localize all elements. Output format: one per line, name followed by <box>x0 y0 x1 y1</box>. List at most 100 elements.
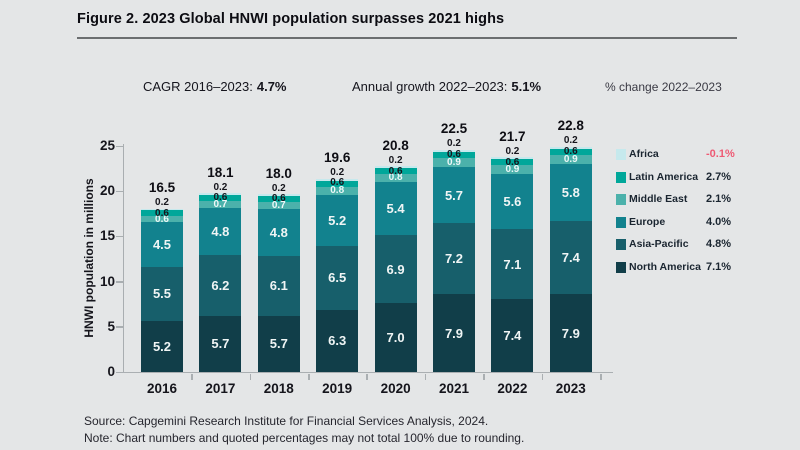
segment-2021-europe: 5.7 <box>433 167 475 224</box>
bar-stack-2018: 0.7 4.8 6.1 5.7 <box>257 193 300 372</box>
segment-2022-africa <box>491 157 534 160</box>
cagr-label: CAGR 2016–2023: <box>143 79 253 94</box>
bar-total-2020: 20.8 <box>382 138 409 154</box>
x-tick-mark <box>191 373 193 380</box>
legend-item-africa: Africa -0.1% <box>616 147 786 162</box>
segment-2018-north-america: 5.7 <box>257 315 300 372</box>
segment-2016-asia-pacific: 5.5 <box>141 266 183 321</box>
plot-area: 0 5 10 15 20 25 0.6 4.5 5.5 5.2 16.5 0.2 0.6 2016 0.7 4… <box>100 118 613 396</box>
cagr-value: 4.7% <box>256 79 287 94</box>
segment-2018-africa <box>257 193 300 196</box>
x-tick-mark <box>308 373 310 380</box>
bar-2019: 0.8 5.2 6.5 6.3 19.6 0.2 0.6 2019 <box>316 144 359 396</box>
source-note: Source: Capgemini Research Institute for… <box>84 414 489 428</box>
bar-2018: 0.7 4.8 6.1 5.7 18.0 0.2 0.6 2018 <box>257 144 300 396</box>
label-africa-2019: 0.2 <box>330 166 345 178</box>
segment-2016-north-america: 5.2 <box>141 320 183 372</box>
y-tick-label-5: 5 <box>107 318 115 334</box>
segment-2023-europe: 5.8 <box>549 164 592 222</box>
segment-2019-africa <box>316 178 359 181</box>
legend-header: % change 2022–2023 <box>605 80 722 94</box>
legend: Africa -0.1% Latin America 2.7% Middle East 2… <box>616 147 786 282</box>
label-africa-2020: 0.2 <box>388 155 403 167</box>
x-axis-label-2020: 2020 <box>380 381 411 396</box>
annual-growth-value: 5.1% <box>511 79 542 94</box>
legend-value-middle-east: 2.1% <box>706 193 732 205</box>
bar-stack-2017: 0.7 4.8 6.2 5.7 <box>199 192 242 372</box>
label-africa-2016: 0.2 <box>155 197 169 209</box>
legend-swatch-africa <box>616 149 626 160</box>
bar-stack-2022: 0.9 5.6 7.1 7.4 <box>491 157 534 372</box>
segment-2019-latin-america <box>316 180 359 187</box>
y-tick-label-25: 25 <box>99 138 115 153</box>
x-axis-label-2017: 2017 <box>205 381 236 396</box>
segment-2022-europe: 5.6 <box>491 174 534 230</box>
bar-total-2016: 16.5 <box>148 180 176 196</box>
segment-2020-latin-america <box>374 168 417 175</box>
bar-2017: 0.7 4.8 6.2 5.7 18.1 0.2 0.6 2017 <box>199 144 242 396</box>
y-tick-mark <box>115 326 123 328</box>
bar-2020: 0.8 5.4 6.9 7.0 20.8 0.2 0.6 2020 <box>374 138 417 396</box>
figure-title: Figure 2. 2023 Global HNWI population su… <box>77 11 505 27</box>
x-axis-label-2016: 2016 <box>146 381 178 396</box>
bar-total-2017: 18.1 <box>207 164 234 180</box>
segment-2020-middle-east: 0.8 <box>374 172 417 183</box>
y-tick-mark <box>115 281 123 283</box>
bar-stack-2023: 0.9 5.8 7.4 7.9 <box>549 147 592 372</box>
segment-2022-middle-east: 0.9 <box>491 164 534 175</box>
legend-label-africa: Africa <box>629 148 659 160</box>
segment-2021-asia-pacific: 7.2 <box>433 223 475 295</box>
legend-item-north-america: North America 7.1% <box>616 260 786 275</box>
legend-value-europe: 4.0% <box>706 215 732 228</box>
legend-value-asia-pacific: 4.8% <box>706 238 732 250</box>
segment-2023-latin-america <box>549 149 592 156</box>
legend-value-latin-america: 2.7% <box>706 170 732 183</box>
segment-2021-africa <box>433 150 475 153</box>
segment-2022-north-america: 7.4 <box>491 299 534 372</box>
segment-2018-latin-america <box>257 195 300 202</box>
label-africa-2022: 0.2 <box>505 146 520 158</box>
x-axis-label-2019: 2019 <box>322 381 353 396</box>
segment-2019-north-america: 6.3 <box>316 309 359 372</box>
label-africa-2018: 0.2 <box>271 182 286 194</box>
segment-2020-asia-pacific: 6.9 <box>374 235 417 304</box>
segment-2019-europe: 5.2 <box>316 194 359 246</box>
x-tick-mark <box>366 373 368 380</box>
segment-2016-latin-america <box>141 210 183 217</box>
y-tick-mark <box>115 235 123 238</box>
segment-2018-middle-east: 0.7 <box>257 200 300 211</box>
y-tick-label-10: 10 <box>99 273 115 289</box>
segment-2020-north-america: 7.0 <box>374 303 417 372</box>
y-tick-label-20: 20 <box>99 183 115 199</box>
x-tick-mark <box>541 373 544 380</box>
segment-2021-latin-america <box>433 152 475 159</box>
segment-2017-europe: 4.8 <box>199 207 242 255</box>
bar-total-2019: 19.6 <box>324 149 351 165</box>
segment-2018-asia-pacific: 6.1 <box>257 255 300 316</box>
x-axis-label-2022: 2022 <box>497 381 528 396</box>
bar-total-2023: 22.8 <box>557 118 584 134</box>
x-tick-mark <box>483 373 485 380</box>
segment-2023-africa <box>549 147 592 150</box>
segment-2021-north-america: 7.9 <box>433 294 475 372</box>
label-africa-2017: 0.2 <box>213 181 228 193</box>
cagr-stat: CAGR 2016–2023: 4.7% <box>143 79 287 94</box>
segment-2023-north-america: 7.9 <box>549 294 592 372</box>
segment-2022-asia-pacific: 7.1 <box>491 229 534 300</box>
segment-2016-africa <box>141 208 183 211</box>
y-tick-mark <box>115 371 123 373</box>
y-tick-label-0: 0 <box>107 364 115 379</box>
bar-stack-2021: 0.9 5.7 7.2 7.9 <box>433 150 475 372</box>
title-underline <box>77 37 737 39</box>
x-axis-label-2023: 2023 <box>555 381 586 396</box>
footnotes: Source: Capgemini Research Institute for… <box>84 413 524 446</box>
legend-label-latin-america: Latin America <box>629 170 699 183</box>
segment-2017-asia-pacific: 6.2 <box>199 254 242 316</box>
legend-swatch-middle-east <box>616 194 626 205</box>
segment-2020-africa <box>374 166 417 169</box>
x-tick-mark <box>600 373 602 380</box>
label-africa-2023: 0.2 <box>563 135 578 147</box>
legend-label-asia-pacific: Asia-Pacific <box>629 238 689 250</box>
legend-item-europe: Europe 4.0% <box>616 215 786 230</box>
segment-2019-asia-pacific: 6.5 <box>316 245 359 310</box>
